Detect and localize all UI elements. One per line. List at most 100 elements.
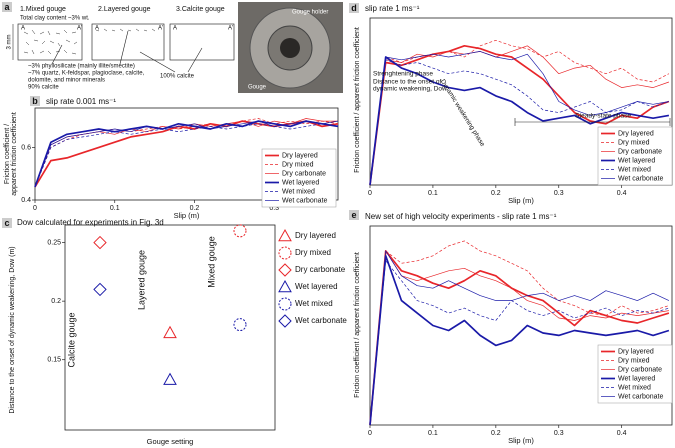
category-label: Calcite gouge bbox=[66, 312, 76, 367]
x-tick-label: 0 bbox=[33, 205, 37, 212]
gouge-box bbox=[91, 23, 165, 61]
composition: ~7% quartz, K-feldspar, plagioclase, cal… bbox=[28, 71, 145, 77]
data-point bbox=[163, 372, 177, 385]
section-end: A bbox=[173, 26, 177, 32]
panel-label-box bbox=[30, 96, 40, 106]
gouge-name: 3.Calcite gouge bbox=[176, 6, 225, 13]
section-end: A bbox=[95, 26, 99, 32]
panel-label: b bbox=[32, 96, 38, 106]
x-tick-label: 0.4 bbox=[617, 430, 627, 437]
panel-label-box bbox=[349, 210, 359, 220]
series-line bbox=[369, 45, 670, 186]
series-line bbox=[369, 250, 670, 426]
chart-title: slip rate 0.001 ms⁻¹ bbox=[46, 97, 116, 106]
clay-layer bbox=[95, 28, 156, 32]
panel-label-box bbox=[2, 2, 12, 12]
series-line bbox=[369, 254, 670, 426]
legend-label: Wet carbonate bbox=[618, 393, 664, 400]
gouge-name: 1.Mixed gouge bbox=[20, 6, 66, 13]
x-axis-label: Gouge setting bbox=[147, 437, 194, 446]
legend-label: Dry mixed bbox=[282, 161, 314, 168]
composition: 90% calcite bbox=[28, 85, 59, 91]
series-line bbox=[369, 250, 669, 426]
clay-particles bbox=[23, 29, 78, 55]
legend-label: Wet layered bbox=[618, 375, 655, 382]
y-tick-label: 0.15 bbox=[47, 357, 61, 364]
data-point bbox=[163, 325, 177, 339]
legend-marker bbox=[278, 246, 292, 260]
legend-label: Wet carbonate bbox=[295, 316, 347, 325]
y-tick-label: 0.4 bbox=[21, 197, 31, 204]
photo-label: Gouge holder bbox=[292, 10, 328, 16]
plot-frame bbox=[34, 107, 339, 201]
section-end: A' bbox=[158, 26, 163, 32]
photo-label: Gouge bbox=[248, 85, 267, 91]
x-tick-label: 0.2 bbox=[190, 205, 200, 212]
legend-marker bbox=[278, 228, 292, 242]
x-tick-label: 0 bbox=[368, 190, 372, 197]
x-axis-label: Slip (m) bbox=[174, 211, 200, 220]
legend-label: Dry mixed bbox=[618, 139, 650, 146]
category-label: Mixed gouge bbox=[206, 236, 216, 288]
legend-label: Wet carbonate bbox=[618, 175, 664, 182]
legend-box bbox=[597, 126, 673, 186]
data-point bbox=[233, 224, 247, 238]
legend-label: Dry carbonate bbox=[282, 170, 326, 177]
panel-label: c bbox=[4, 218, 9, 228]
legend-label: Dry carbonate bbox=[618, 148, 662, 155]
composition: ~3% phyllosilicate (mainly illite/smecti… bbox=[28, 64, 135, 70]
series-line bbox=[369, 240, 670, 426]
series-line bbox=[369, 250, 670, 426]
x-tick-label: 0 bbox=[368, 430, 372, 437]
annotation-arrow bbox=[514, 118, 671, 126]
legend-label: Dry carbonate bbox=[618, 366, 662, 373]
category-label: Layered gouge bbox=[136, 250, 146, 310]
section-end: A bbox=[21, 26, 25, 32]
legend-label: Dry mixed bbox=[618, 357, 650, 364]
panel-label: a bbox=[4, 2, 10, 12]
series-line bbox=[369, 51, 669, 186]
x-axis-label: Slip (m) bbox=[508, 196, 534, 205]
series-line bbox=[34, 120, 339, 188]
legend-label: Dry layered bbox=[295, 231, 336, 240]
y-axis-label: apparent friction coefficient bbox=[11, 112, 18, 196]
legend-label: Wet layered bbox=[618, 157, 655, 164]
legend-marker bbox=[278, 314, 292, 328]
x-tick-label: 0.3 bbox=[554, 430, 564, 437]
x-tick-label: 0.3 bbox=[554, 190, 564, 197]
legend-label: Wet mixed bbox=[618, 166, 651, 173]
legend-label: Dry layered bbox=[618, 348, 654, 355]
x-tick-label: 0.1 bbox=[428, 190, 438, 197]
plot-frame bbox=[64, 224, 276, 431]
annotation: dynamic weakening, Dow bbox=[373, 86, 447, 93]
annotation: Distance to the onset of bbox=[373, 79, 441, 86]
composition: dolomite, and minor minerals bbox=[28, 78, 105, 84]
data-point bbox=[93, 282, 107, 297]
legend-label: Wet layered bbox=[282, 179, 319, 186]
section-end: A' bbox=[228, 26, 233, 32]
legend-marker bbox=[278, 263, 292, 277]
panel-label-box bbox=[2, 218, 12, 228]
series-line bbox=[34, 118, 339, 188]
x-axis-label: Slip (m) bbox=[508, 436, 534, 445]
x-tick-label: 0.1 bbox=[428, 430, 438, 437]
legend-label: Wet mixed bbox=[295, 299, 333, 308]
plot-frame bbox=[369, 225, 673, 426]
y-axis-label: Distance to the onset of dynamic weakeni… bbox=[9, 246, 16, 413]
gouge-box bbox=[17, 23, 83, 61]
plot-frame bbox=[369, 17, 673, 186]
clay-content: Total clay content ~3% wt. bbox=[20, 16, 90, 22]
y-tick-label: 0.6 bbox=[21, 144, 31, 151]
x-tick-label: 0.1 bbox=[110, 205, 120, 212]
x-tick-label: 0.2 bbox=[491, 190, 501, 197]
y-axis-label: Friction coefficient / apparent friction… bbox=[354, 252, 361, 398]
gouge-box bbox=[169, 23, 235, 61]
section-end: A' bbox=[77, 26, 82, 32]
x-tick-label: 0.4 bbox=[617, 190, 627, 197]
calcite-label: 100% calcite bbox=[160, 74, 195, 80]
series-line bbox=[369, 56, 670, 186]
legend-marker bbox=[278, 297, 292, 311]
arrows bbox=[51, 30, 203, 73]
panel-label: d bbox=[351, 3, 357, 13]
